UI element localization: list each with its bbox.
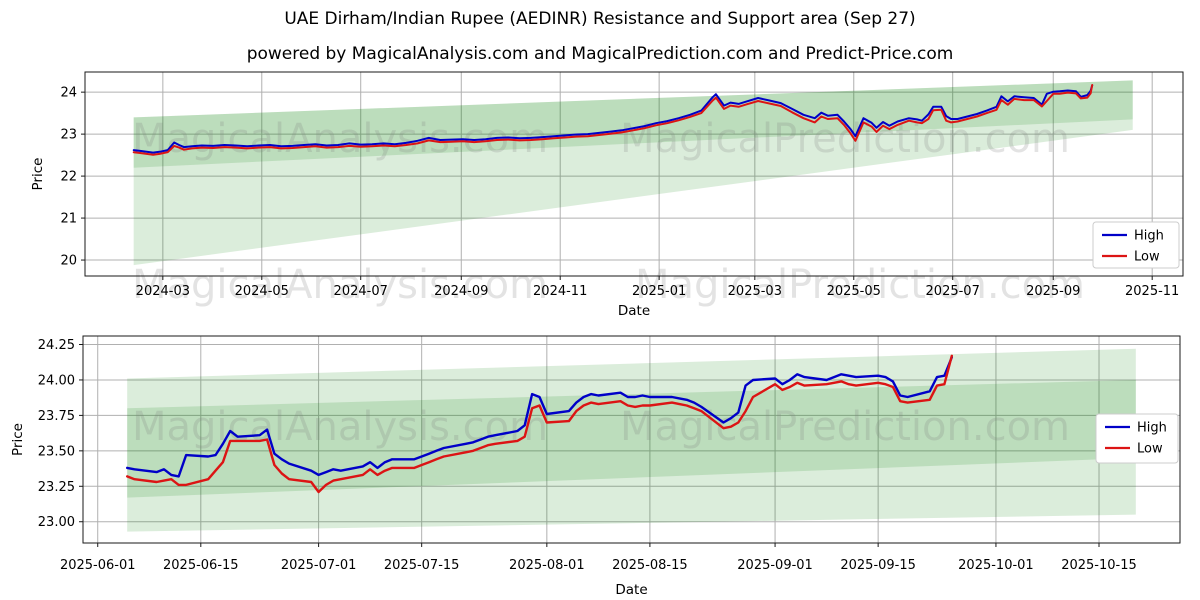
legend-label-low: Low: [1137, 442, 1163, 457]
legend: High Low: [1092, 221, 1180, 269]
y-tick-label: 23: [60, 128, 77, 143]
watermark-text: MagicalAnalysis.com: [132, 404, 548, 450]
watermark-text: MagicalAnalysis.com: [132, 262, 548, 308]
high-line: [132, 84, 1094, 154]
x-tick-label: 2025-07-15: [384, 558, 460, 573]
x-tick-label: 2024-07: [334, 284, 388, 299]
y-tick-label: 24.25: [38, 338, 75, 353]
axes-frame: [82, 335, 1181, 544]
y-axis-label: Price: [10, 423, 26, 456]
x-tick-label: 2025-09-01: [737, 558, 813, 573]
y-tick-label: 23.25: [38, 480, 75, 495]
y-tick-label: 23.00: [38, 515, 75, 530]
y-tick-label: 24: [60, 86, 77, 101]
figure-title: UAE Dirham/Indian Rupee (AEDINR) Resista…: [284, 9, 916, 29]
x-tick-label: 2025-05: [827, 284, 881, 299]
legend: High Low: [1095, 413, 1179, 464]
y-tick-label: 22: [60, 170, 77, 185]
x-tick-label: 2024-03: [136, 284, 190, 299]
x-tick-label: 2025-01: [632, 284, 686, 299]
y-tick-label: 23.50: [38, 444, 75, 459]
high-line: [125, 356, 953, 478]
y-axis-label: Price: [30, 158, 46, 191]
x-axis-label: Date: [618, 303, 650, 319]
legend-label-high: High: [1134, 229, 1164, 244]
x-tick-label: 2025-06-01: [60, 558, 136, 573]
y-tick-label: 20: [60, 254, 77, 269]
legend-label-low: Low: [1134, 250, 1160, 265]
resistance-area-band: [127, 348, 1136, 498]
legend-label-high: High: [1137, 421, 1167, 436]
x-axis-label: Date: [615, 582, 647, 598]
x-tick-label: 2025-09-15: [840, 558, 916, 573]
x-tick-label: 2025-10-15: [1061, 558, 1137, 573]
x-tick-label: 2025-08-01: [509, 558, 585, 573]
y-tick-label: 24.00: [38, 373, 75, 388]
x-tick-label: 2025-07: [926, 284, 980, 299]
figure-subtitle: powered by MagicalAnalysis.com and Magic…: [246, 44, 954, 64]
x-tick-label: 2025-03: [728, 284, 782, 299]
x-tick-label: 2025-09: [1026, 284, 1080, 299]
low-line: [125, 354, 953, 494]
support-area-band: [127, 379, 1136, 532]
x-tick-label: 2025-07-01: [281, 558, 357, 573]
x-tick-label: 2024-05: [235, 284, 289, 299]
watermark-text: MagicalPrediction.com: [635, 262, 1085, 308]
y-tick-label: 23.75: [38, 409, 75, 424]
axes-frame: [84, 71, 1184, 277]
watermark-text: MagicalPrediction.com: [620, 404, 1070, 450]
x-tick-label: 2025-06-15: [163, 558, 239, 573]
x-tick-label: 2025-08-15: [612, 558, 688, 573]
low-line: [132, 84, 1094, 156]
y-tick-label: 21: [60, 212, 77, 227]
x-tick-label: 2024-09: [434, 284, 488, 299]
x-tick-label: 2025-11: [1125, 284, 1179, 299]
overview-chart: MagicalAnalysis.com MagicalPrediction.com…: [30, 71, 1184, 319]
zoom-chart: MagicalAnalysis.com MagicalPrediction.com…: [10, 335, 1181, 598]
x-tick-label: 2024-11: [533, 284, 587, 299]
x-tick-label: 2025-10-01: [958, 558, 1034, 573]
